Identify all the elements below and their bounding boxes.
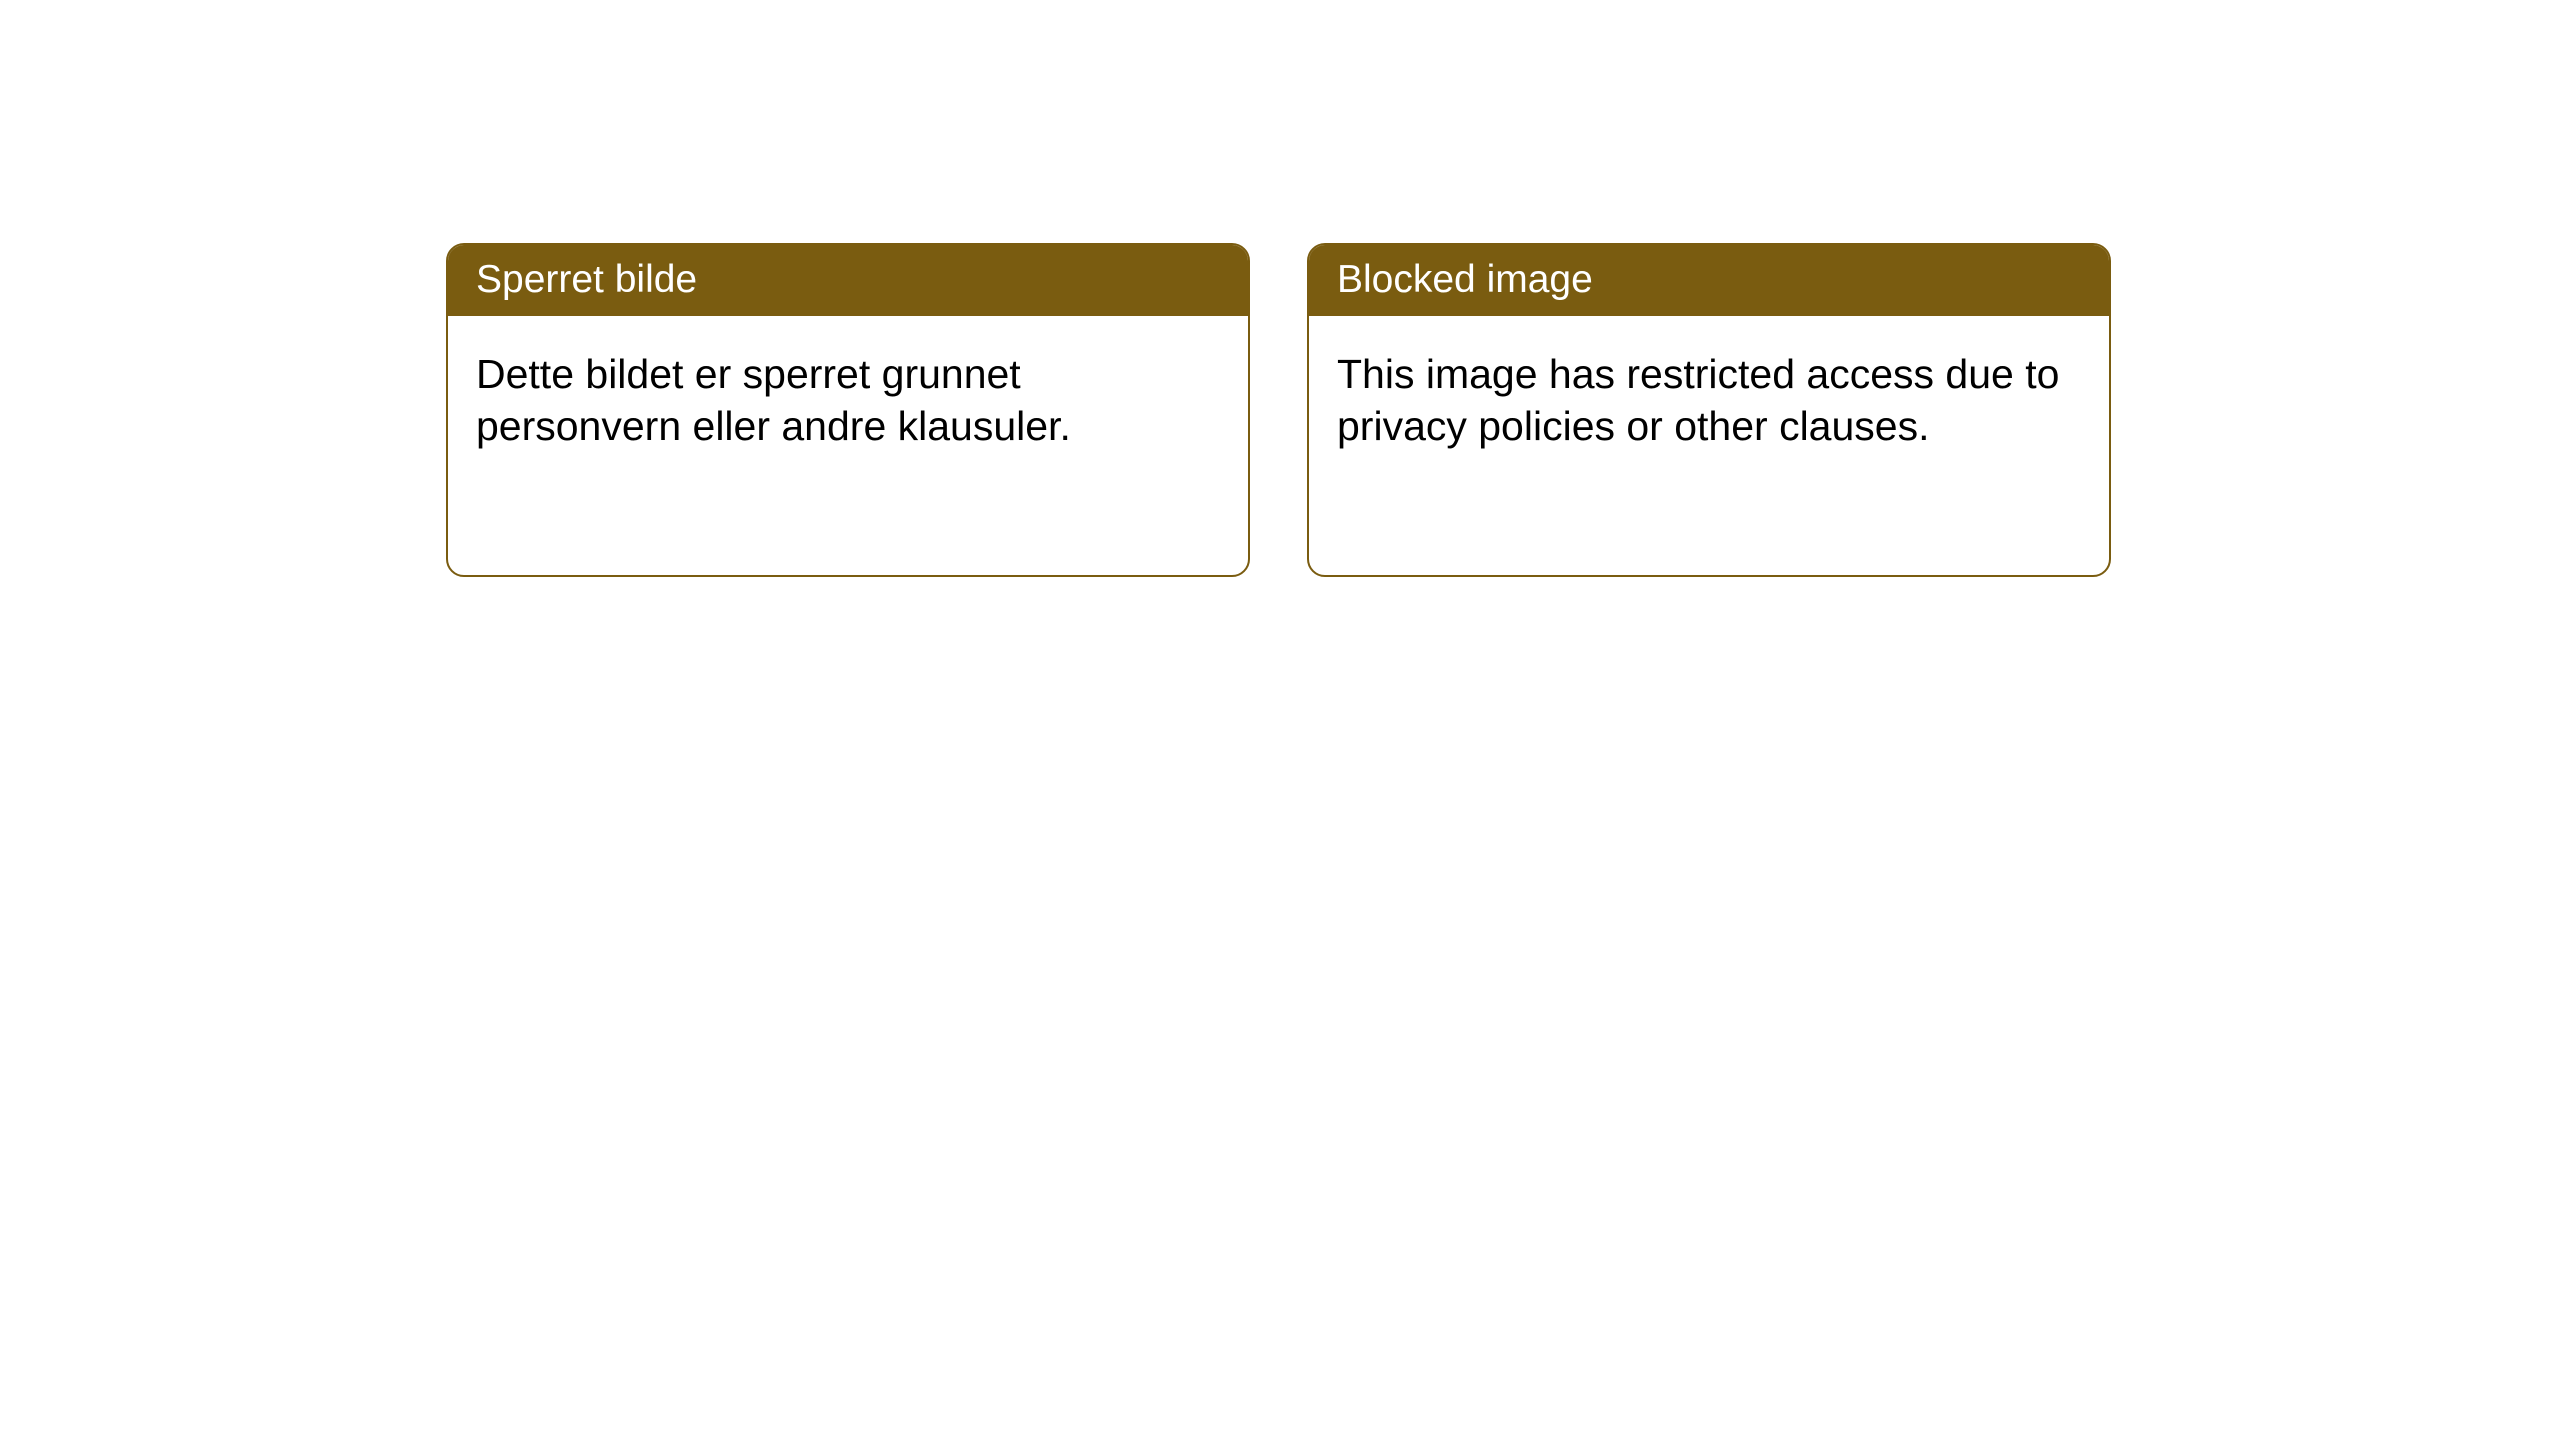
notice-card-header: Sperret bilde [448, 245, 1248, 316]
notice-card-english: Blocked image This image has restricted … [1307, 243, 2111, 577]
notice-card-title: Blocked image [1337, 258, 1593, 301]
notice-container: Sperret bilde Dette bildet er sperret gr… [446, 243, 2111, 577]
notice-card-norwegian: Sperret bilde Dette bildet er sperret gr… [446, 243, 1250, 577]
notice-card-title: Sperret bilde [476, 258, 697, 301]
notice-card-body: This image has restricted access due to … [1309, 316, 2109, 484]
notice-card-body-text: This image has restricted access due to … [1337, 351, 2059, 449]
notice-card-header: Blocked image [1309, 245, 2109, 316]
notice-card-body: Dette bildet er sperret grunnet personve… [448, 316, 1248, 484]
notice-card-body-text: Dette bildet er sperret grunnet personve… [476, 351, 1071, 449]
